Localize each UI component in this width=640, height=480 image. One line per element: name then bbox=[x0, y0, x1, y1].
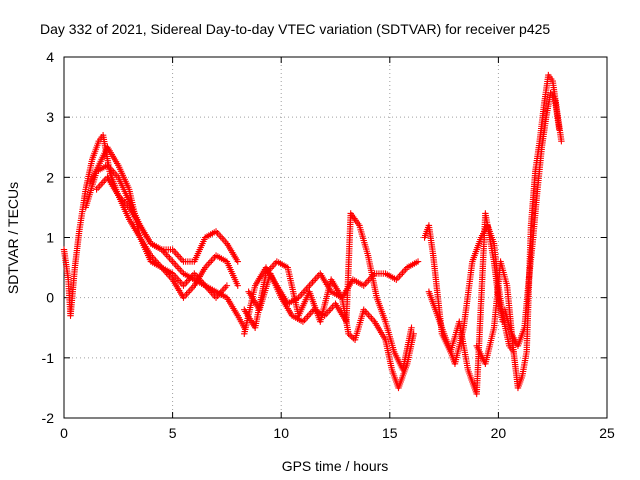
x-tick-label: 25 bbox=[599, 425, 615, 441]
data-points bbox=[60, 71, 565, 398]
data-point bbox=[408, 324, 415, 331]
data-point bbox=[234, 258, 241, 265]
y-tick-label: 0 bbox=[46, 290, 54, 306]
y-axis-label: SDTVAR / TECUs bbox=[5, 182, 21, 294]
y-tick-label: -1 bbox=[42, 350, 55, 366]
y-tick-label: 4 bbox=[46, 49, 54, 65]
x-tick-label: 15 bbox=[382, 425, 398, 441]
y-tick-label: 3 bbox=[46, 109, 54, 125]
y-tick-label: 2 bbox=[46, 169, 54, 185]
data-point bbox=[223, 282, 231, 289]
x-tick-label: 20 bbox=[491, 425, 507, 441]
x-tick-label: 10 bbox=[273, 425, 289, 441]
data-point bbox=[558, 138, 565, 145]
y-tick-label: 1 bbox=[46, 230, 54, 246]
data-point bbox=[234, 282, 241, 289]
x-tick-label: 5 bbox=[169, 425, 177, 441]
y-tick-label: -2 bbox=[42, 410, 55, 426]
chart-title: Day 332 of 2021, Sidereal Day-to-day VTE… bbox=[40, 21, 550, 37]
data-point bbox=[556, 126, 563, 133]
x-tick-label: 0 bbox=[60, 425, 68, 441]
data-point bbox=[348, 333, 355, 340]
x-axis-label: GPS time / hours bbox=[282, 458, 389, 474]
data-point bbox=[414, 258, 422, 265]
y-axis-ticks: -2 -1 0 1 2 3 4 bbox=[42, 49, 607, 426]
x-axis-ticks: 0 5 10 15 20 25 bbox=[60, 57, 615, 441]
